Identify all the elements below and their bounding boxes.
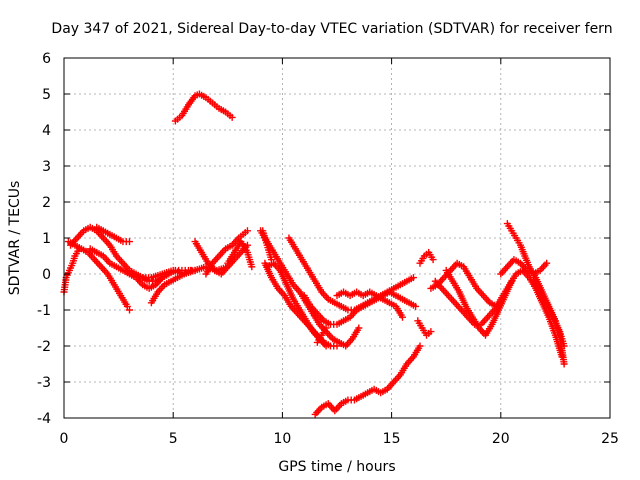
data-point	[412, 302, 420, 310]
series-track-3	[64, 238, 134, 314]
series-track-17	[300, 288, 420, 328]
y-tick-label: -2	[37, 339, 51, 355]
series-track-20	[333, 288, 407, 321]
data-series	[60, 90, 568, 418]
data-point	[399, 313, 407, 321]
data-point	[322, 342, 330, 350]
series-track-18	[311, 342, 424, 418]
y-tick-label: 0	[42, 267, 51, 283]
x-tick-label: 15	[383, 431, 401, 447]
data-point	[560, 360, 568, 368]
series-track-19	[313, 324, 330, 346]
series-track-5	[93, 223, 134, 246]
series-track-21	[416, 248, 437, 267]
y-tick-label: -4	[37, 411, 51, 427]
y-tick-label: -1	[37, 303, 51, 319]
series-track-16	[285, 234, 417, 314]
data-point	[322, 324, 330, 332]
axis-ticks: 0 5 10 15 20 25 -4 -3 -2 -1 0 1 2 3 4 5 6	[37, 51, 619, 447]
y-tick-label: -3	[37, 375, 51, 391]
x-tick-label: 20	[492, 431, 510, 447]
data-point	[409, 274, 417, 282]
x-axis-label: GPS time / hours	[278, 459, 395, 475]
y-tick-label: 5	[42, 87, 51, 103]
data-point	[508, 277, 516, 285]
data-point	[123, 302, 131, 310]
x-tick-label: 25	[601, 431, 619, 447]
x-tick-label: 10	[273, 431, 291, 447]
data-point	[126, 306, 134, 314]
series-track-7	[147, 266, 195, 307]
series-track-25	[442, 266, 516, 339]
y-tick-label: 6	[42, 51, 51, 67]
y-tick-label: 3	[42, 159, 51, 175]
chart-title: Day 347 of 2021, Sidereal Day-to-day VTE…	[51, 21, 612, 37]
series-track-11	[224, 238, 256, 271]
y-tick-label: 1	[42, 231, 51, 247]
series-track-22	[414, 317, 435, 339]
data-point	[355, 324, 363, 332]
series-track-8	[171, 90, 236, 125]
data-point	[187, 266, 195, 274]
data-point	[228, 113, 236, 121]
data-point	[543, 259, 551, 267]
data-point	[243, 227, 251, 235]
data-point	[126, 238, 134, 246]
series-track-27	[497, 256, 551, 278]
data-point	[427, 328, 435, 336]
x-tick-label: 5	[169, 431, 178, 447]
x-tick-label: 0	[60, 431, 69, 447]
data-point	[429, 256, 437, 264]
y-tick-label: 4	[42, 123, 51, 139]
y-axis-label: SDTVAR / TECUs	[7, 181, 23, 296]
data-point	[416, 342, 424, 350]
series-track-28	[530, 277, 568, 350]
y-tick-label: 2	[42, 195, 51, 211]
data-point	[248, 263, 256, 271]
data-point	[560, 342, 568, 350]
